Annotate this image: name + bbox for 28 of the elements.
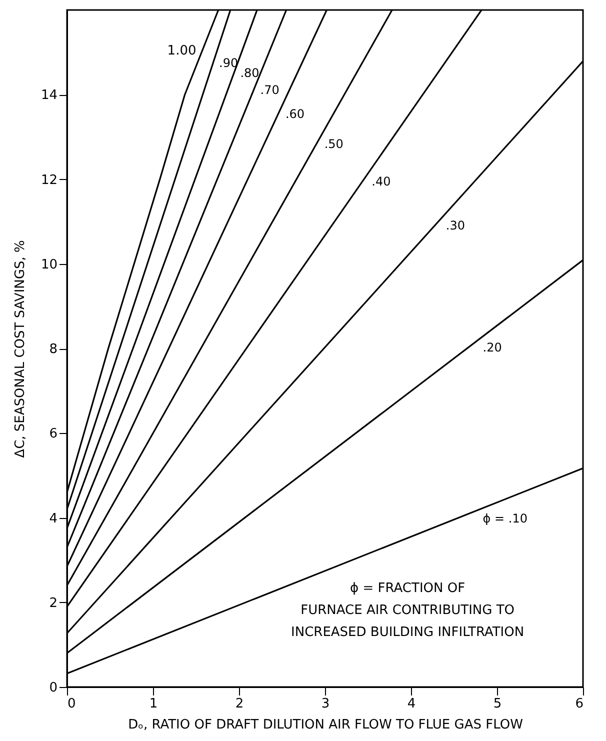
x-tick-label: 5 bbox=[493, 696, 502, 712]
y-tick-label: 2 bbox=[49, 596, 58, 611]
series-label: .30 bbox=[446, 218, 466, 232]
series-label: .90 bbox=[219, 56, 238, 70]
annotation: ϕ = FRACTION OF FURNACE AIR CONTRIBUTING TO INCREASED BUILDING INFILTRATION bbox=[291, 581, 524, 640]
series-label: .50 bbox=[324, 137, 344, 152]
series-label: .40 bbox=[372, 174, 391, 188]
y-tick-label: 10 bbox=[40, 257, 58, 272]
x-tick-label: 0 bbox=[68, 696, 76, 712]
y-tick-label: 0 bbox=[49, 680, 58, 696]
y-tick-label: 8 bbox=[49, 342, 58, 357]
series-label: ϕ = .10 bbox=[482, 511, 528, 526]
series-label: .80 bbox=[240, 66, 260, 80]
y-axis-title: ΔC, SEASONAL COST SAVINGS, % bbox=[12, 240, 28, 458]
x-tick-label: 2 bbox=[235, 696, 244, 712]
x-tick-label: 3 bbox=[321, 696, 330, 712]
y-tick-label: 6 bbox=[49, 426, 58, 442]
y-tick-label: 14 bbox=[40, 88, 58, 104]
y-tick-label: 4 bbox=[49, 511, 58, 526]
series-label: .60 bbox=[285, 106, 305, 121]
series-label: .70 bbox=[260, 83, 280, 98]
series-label: 1.00 bbox=[167, 44, 196, 59]
series-label: .20 bbox=[482, 340, 502, 355]
x-axis-title: Dₒ, RATIO OF DRAFT DILUTION AIR FLOW TO FLUE GAS FLOW bbox=[128, 718, 524, 732]
y-tick-label: 12 bbox=[40, 172, 58, 188]
x-tick-label: 6 bbox=[575, 696, 584, 712]
x-tick-label: 1 bbox=[149, 696, 158, 712]
x-tick-label: 4 bbox=[407, 696, 416, 712]
